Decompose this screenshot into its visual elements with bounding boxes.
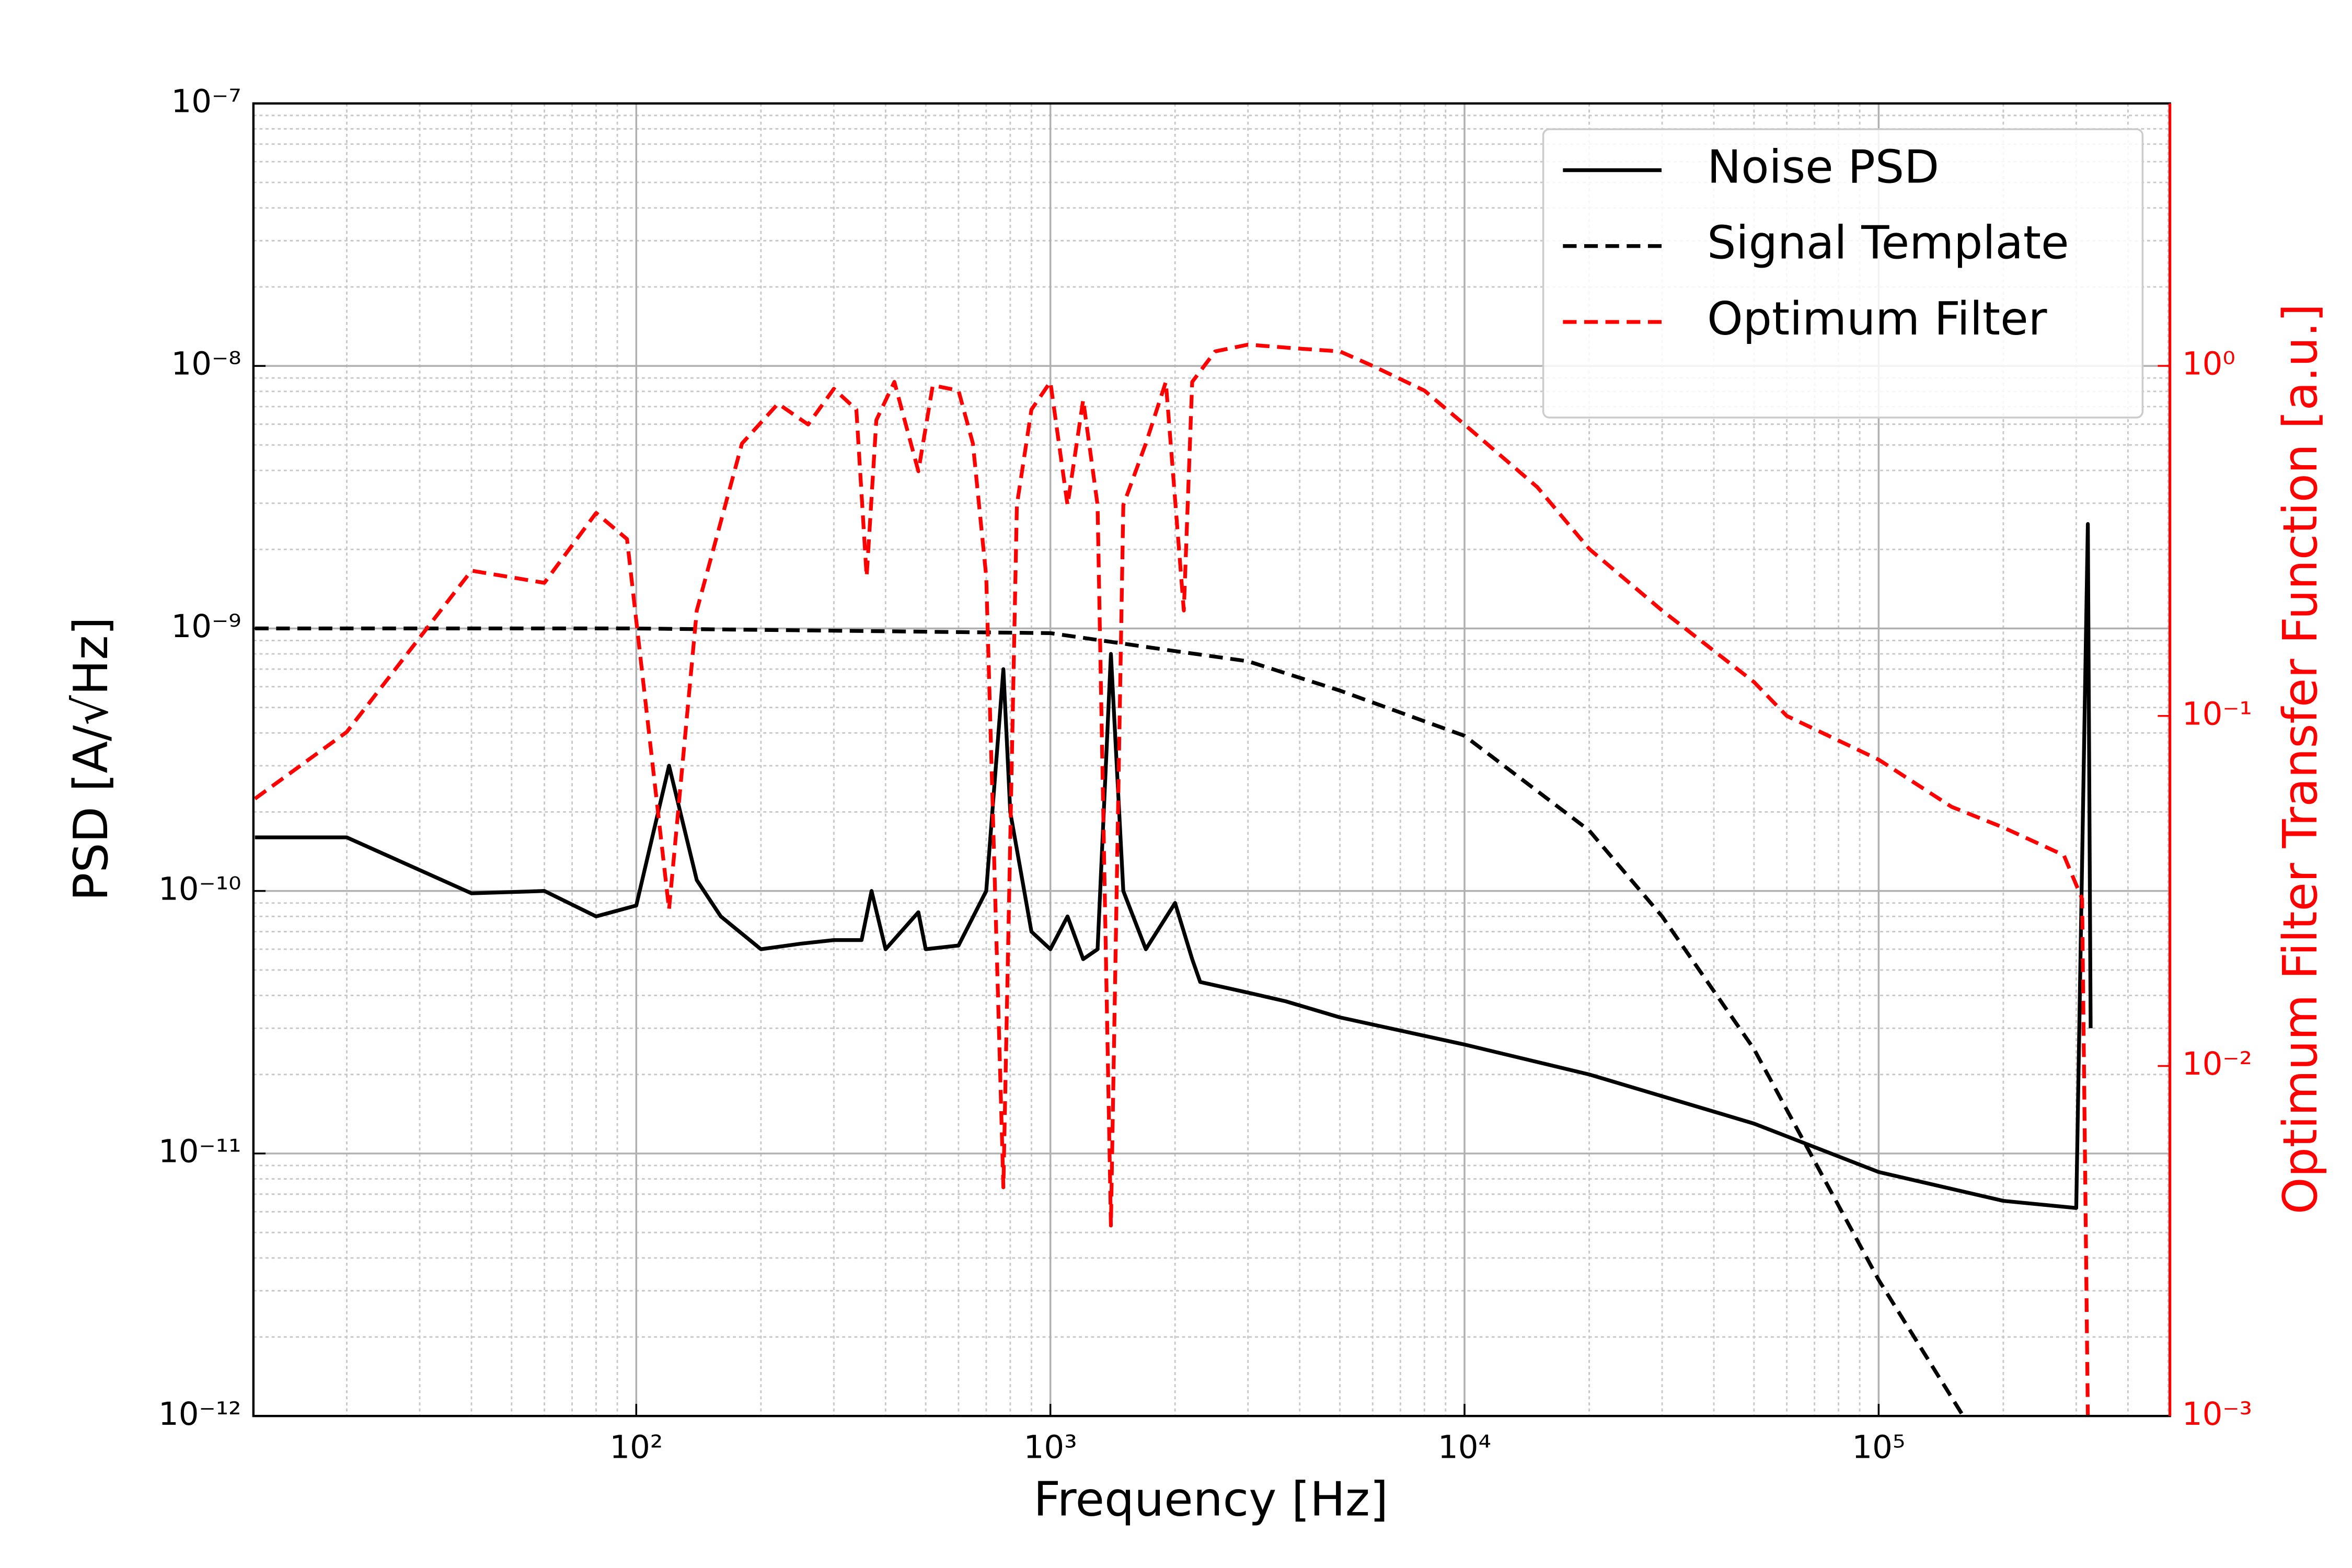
x-tick-label: 10³ bbox=[1024, 1429, 1077, 1466]
series-line bbox=[255, 522, 2093, 1210]
lines bbox=[253, 342, 2093, 1416]
legend-label: Signal Template bbox=[1707, 216, 2069, 270]
y2-axis-label: Optimum Filter Transfer Function [a.u.] bbox=[2273, 304, 2328, 1214]
series-line bbox=[255, 626, 1965, 1416]
legend: Noise PSD Signal Template Optimum Filter bbox=[1542, 128, 2144, 419]
y-tick-label: 10⁻¹⁰ bbox=[158, 870, 241, 907]
x-tick-label: 10⁴ bbox=[1438, 1429, 1491, 1466]
y2-tick-label: 10⁻³ bbox=[2182, 1396, 2252, 1433]
y-tick-label: 10⁻⁷ bbox=[171, 83, 241, 120]
y2-tick-label: 10⁻² bbox=[2182, 1045, 2252, 1082]
y2-tick-label: 10⁰ bbox=[2182, 345, 2235, 383]
y-tick-label: 10⁻⁹ bbox=[171, 608, 241, 645]
x-axis-label: Frequency [Hz] bbox=[1033, 1472, 1388, 1527]
legend-box bbox=[1542, 128, 2144, 419]
y-tick-label: 10⁻¹¹ bbox=[158, 1133, 241, 1170]
x-tick-label: 10² bbox=[609, 1429, 663, 1466]
axes: 10² 10³ 10⁴ 10⁵ 10⁻¹² 10⁻¹¹ 10⁻¹⁰ 10⁻⁹ 10⁻⁸ 10⁻⁷ 1… bbox=[158, 83, 2252, 1466]
y-tick-label: 10⁻¹² bbox=[158, 1396, 241, 1433]
y-tick-label: 10⁻⁸ bbox=[171, 345, 241, 383]
legend-label: Optimum Filter bbox=[1707, 292, 2047, 345]
legend-label: Noise PSD bbox=[1707, 141, 1939, 194]
series-line bbox=[253, 342, 2090, 1416]
y-axis-label: PSD [A/√Hz] bbox=[64, 617, 119, 901]
y2-tick-label: 10⁻¹ bbox=[2182, 695, 2252, 732]
x-tick-label: 10⁵ bbox=[1852, 1429, 1905, 1466]
